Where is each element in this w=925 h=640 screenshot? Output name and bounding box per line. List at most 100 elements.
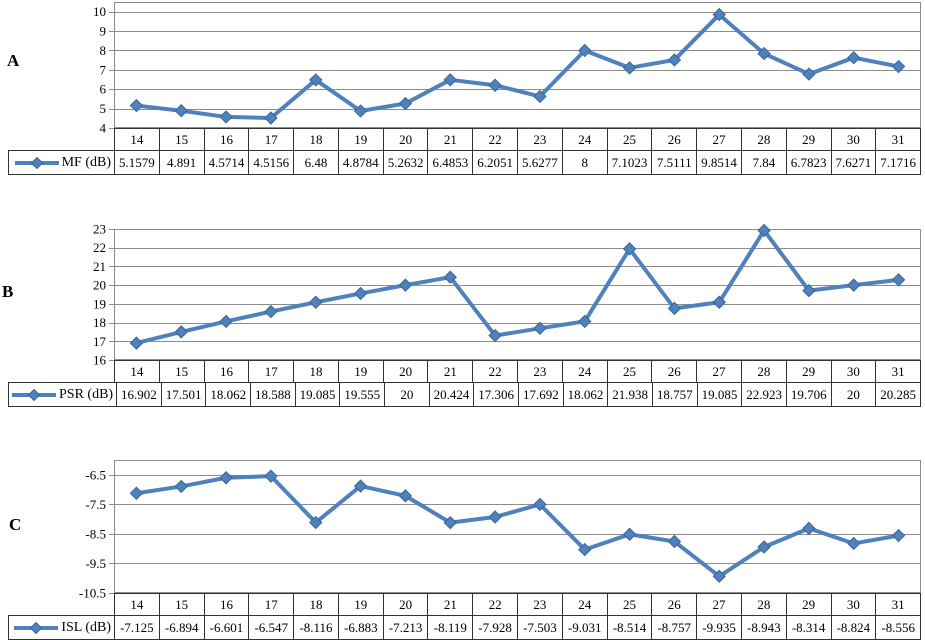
value-cell: 19.555 [340,383,386,406]
x-label-cell: 29 [787,129,832,150]
data-point-marker [443,515,457,530]
x-label-cell: 28 [742,594,787,615]
x-label-cell: 27 [697,361,742,382]
data-point-marker [129,98,144,113]
value-cell: 20 [385,383,430,406]
value-cell: 18.757 [653,383,698,406]
value-cell: 20.285 [880,386,916,402]
value-cell: -7.125 [115,616,160,639]
data-point-marker [174,325,188,339]
y-axis-label: 17 [93,334,107,349]
data-point-marker [712,7,726,22]
chart-b-x-label-row: 14 15 16 17 18 19 20 21 22 23 24 25 26 27 28 29 30 31 [114,360,921,383]
panel-letter-a: A [7,51,20,70]
value-cell: 17.306 [474,383,519,406]
data-point-marker [353,479,368,493]
data-point-marker [129,336,144,350]
x-label-cell: 30 [832,594,877,615]
chart-b-value-row: PSR (dB) 16.902 17.501 18.062 18.588 19.085 19… [8,382,921,407]
x-label-cell: 14 [115,361,160,382]
data-point-marker [488,510,502,524]
x-label-cell: 18 [294,361,339,382]
data-point-marker [398,489,413,503]
value-cell: -8.119 [428,616,474,639]
value-cell: -8.116 [294,616,339,639]
y-axis-label: 9 [100,24,107,39]
y-axis-label: 7 [100,62,107,77]
data-point-marker [802,283,816,298]
data-point-marker [264,111,278,125]
legend-cell: MF (dB) [9,151,115,174]
plot-border [114,460,921,593]
value-cell: 18.062 [206,383,252,406]
data-point-marker [264,304,278,319]
value-cell: 4.5714 [205,151,250,174]
x-label-cell: 28 [742,361,787,382]
data-point-marker [174,104,188,118]
y-axis-label: -6.5 [85,467,106,482]
data-point-marker [667,53,682,67]
x-label-cell: 30 [832,361,877,382]
data-point-marker [488,328,502,343]
y-axis-label: -9.5 [85,556,106,571]
x-label-cell: 22 [473,361,519,382]
x-label-cell: 20 [384,594,429,615]
panel-letter-c: C [9,515,22,534]
x-label-cell: 31 [891,131,905,147]
data-point-marker [578,43,592,58]
value-cell: -7.213 [384,616,429,639]
data-point-marker [309,515,323,530]
y-axis-label: 21 [93,259,106,274]
data-point-marker [398,96,413,111]
legend-cell: PSR (dB) [9,383,118,406]
data-point-marker [802,67,816,81]
x-label-cell: 14 [115,594,160,615]
legend-line-marker-icon [14,621,59,634]
value-cell: 6.2051 [473,151,519,174]
y-axis-label: 22 [93,240,106,255]
value-cell: 8 [563,151,608,174]
legend-label: MF (dB) [61,154,111,170]
data-point-marker [847,536,861,551]
x-label-cell: 25 [608,361,653,382]
value-cell: 9.8514 [697,151,742,174]
x-label-cell: 17 [249,129,295,150]
chart-c-x-label-row: 14 15 16 17 18 19 20 21 22 23 24 25 26 27 28 29 30 31 [114,593,921,616]
x-label-cell: 24 [563,129,608,150]
x-label-cell: 22 [473,594,519,615]
value-cell: 7.84 [742,151,787,174]
value-cell: 17.501 [162,383,207,406]
value-cell: -9.031 [563,616,608,639]
x-label-cell: 24 [563,594,608,615]
y-axis-label: 6 [100,82,107,97]
plot-B: 23 22 21 20 19 18 17 16 [93,222,921,368]
value-cell: 5.2632 [384,151,429,174]
x-label-cell: 23 [518,129,563,150]
data-point-marker [174,479,188,494]
x-label-cell: 21 [428,361,474,382]
data-point-marker [712,295,726,309]
data-point-marker [443,73,457,87]
legend-label: PSR (dB) [59,386,114,402]
data-point-marker [847,278,861,292]
value-cell: 21.938 [608,383,653,406]
value-cell: -6.883 [339,616,384,639]
value-cell: 7.1716 [880,154,917,170]
chart-c-value-row: ISL (dB) -7.125 -6.894 -6.601 -6.547 -8.116 -6… [8,615,921,640]
value-cell: 6.7823 [787,151,832,174]
legend-line-marker-icon [12,388,56,401]
data-point-marker [219,110,233,124]
value-cell: -8.824 [832,616,877,639]
x-label-cell: 31 [891,363,905,379]
value-cell: 16.902 [117,383,162,406]
plot-border [114,2,921,128]
data-point-marker [891,59,906,74]
data-point-marker [891,273,906,287]
data-point-marker [891,528,906,543]
data-point-marker [533,321,547,336]
x-label-cell: 25 [608,129,653,150]
x-label-cell: 21 [428,129,474,150]
x-label-cell: 31 [891,596,905,612]
data-point-marker [443,270,457,284]
